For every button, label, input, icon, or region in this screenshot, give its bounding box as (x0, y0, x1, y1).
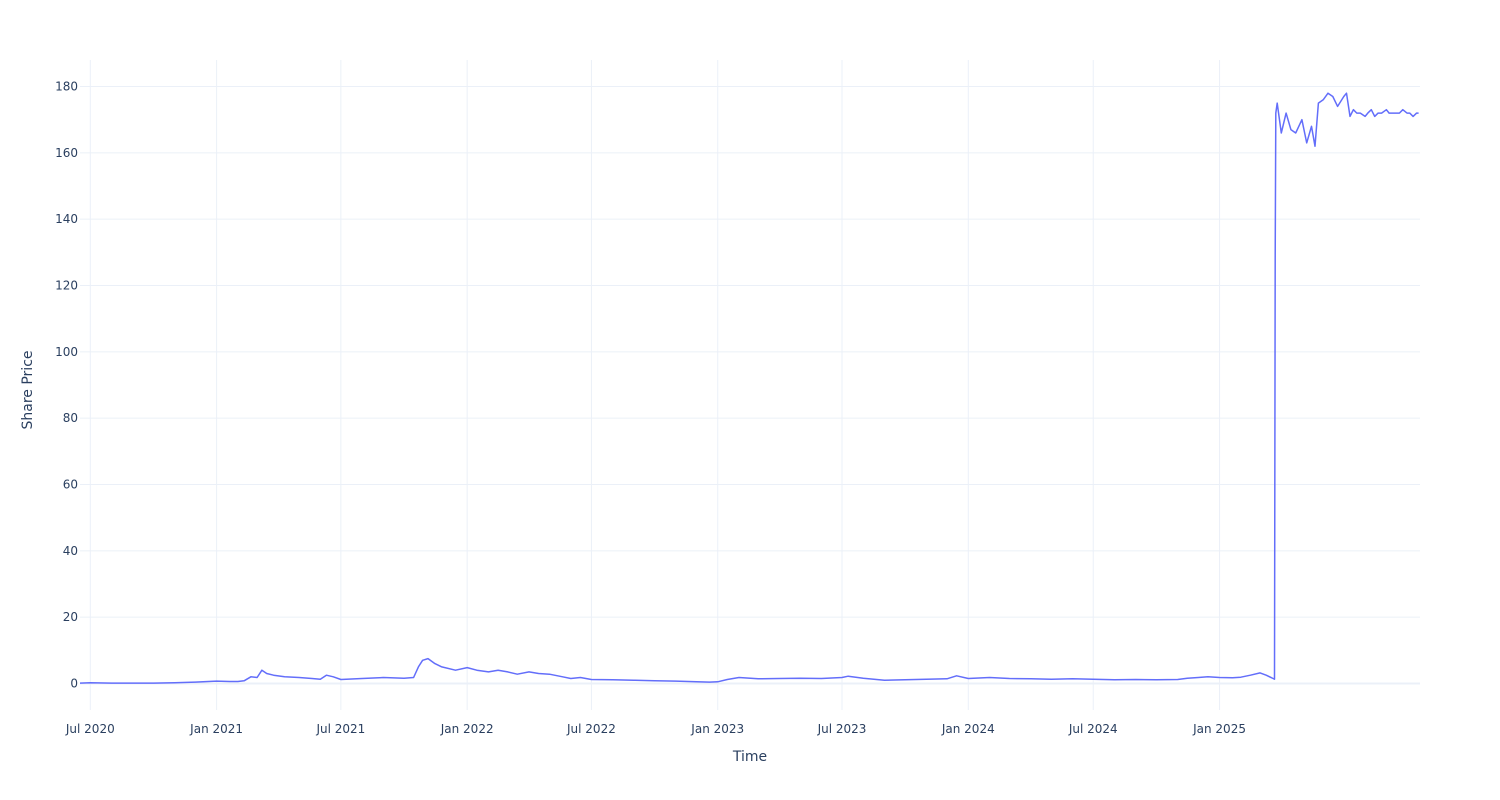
y-tick-label: 140 (55, 212, 78, 226)
y-tick-label: 60 (63, 477, 78, 491)
series-group (79, 92, 1419, 684)
x-tick-label: Jul 2021 (315, 722, 365, 736)
x-gridlines (89, 60, 1221, 710)
x-tick-label: Jan 2025 (1192, 722, 1246, 736)
y-tick-label: 0 (70, 676, 78, 690)
x-tick-label: Jul 2023 (817, 722, 867, 736)
x-tick-labels: Jul 2020 Jan 2021 Jul 2021 Jan 2022 Jul 2022… (65, 722, 1246, 736)
y-tick-labels: 0 20 40 60 80 100 120 140 160 180 (55, 80, 78, 691)
x-tick-label: Jan 2023 (690, 722, 744, 736)
y-tick-label: 100 (55, 345, 78, 359)
x-tick-label: Jan 2021 (189, 722, 243, 736)
series-line (79, 92, 1419, 684)
x-tick-label: Jul 2022 (566, 722, 616, 736)
y-axis-title: Share Price (20, 350, 36, 429)
y-tick-label: 160 (55, 146, 78, 160)
y-tick-label: 120 (55, 279, 78, 293)
y-tick-label: 40 (63, 544, 78, 558)
y-tick-label: 80 (63, 411, 78, 425)
x-tick-label: Jul 2020 (65, 722, 115, 736)
y-gridlines (80, 86, 1420, 685)
y-tick-label: 20 (63, 610, 78, 624)
x-tick-label: Jul 2024 (1068, 722, 1118, 736)
plot-background (80, 60, 1420, 710)
x-tick-label: Jan 2024 (941, 722, 995, 736)
y-tick-label: 180 (55, 80, 78, 94)
x-axis-title: Time (732, 749, 767, 765)
x-tick-label: Jan 2022 (440, 722, 494, 736)
